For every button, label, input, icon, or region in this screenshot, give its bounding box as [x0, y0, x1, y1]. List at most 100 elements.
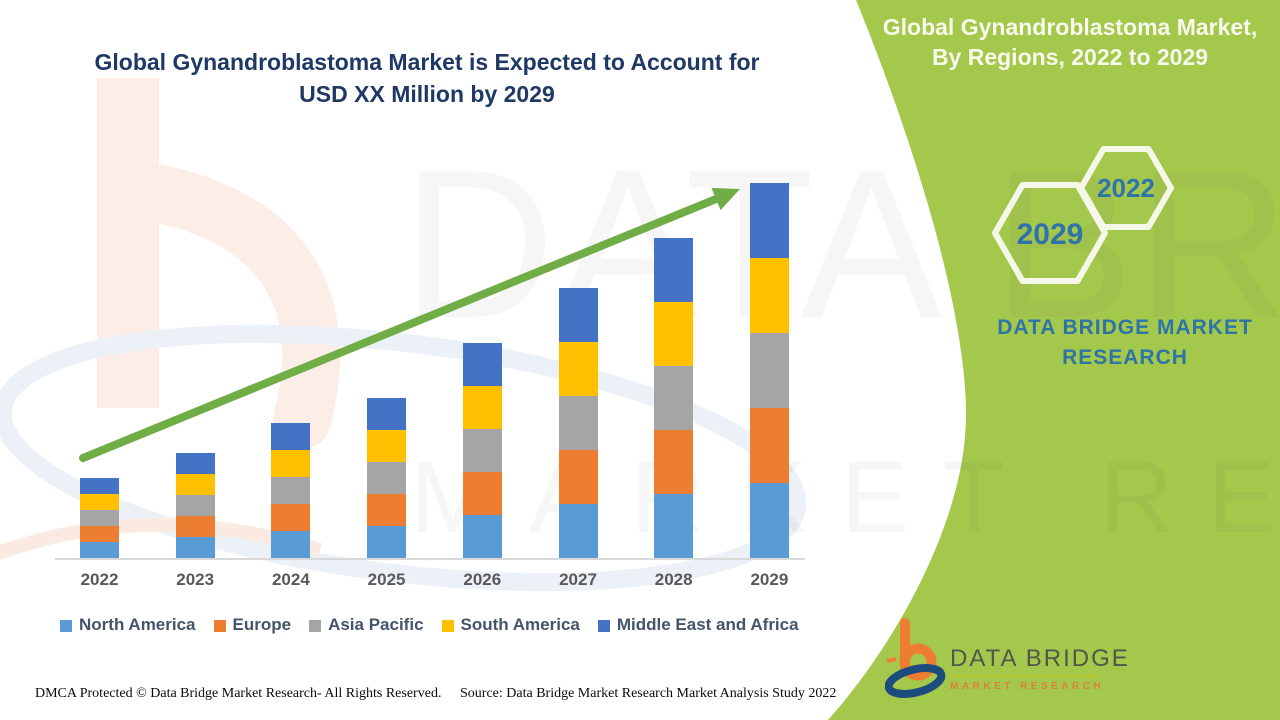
legend-swatch: [309, 619, 322, 632]
bar-segment: [558, 396, 598, 450]
chart-title-line2: USD XX Million by 2029: [299, 81, 555, 107]
data-bridge-logo-text: DATA BRIDGE MARKET RESEARCH: [950, 645, 1130, 692]
hexagon-label-2022: 2022: [1097, 173, 1155, 203]
bar-segment: [654, 430, 694, 494]
bar-segment: [558, 342, 598, 396]
bar-segment: [271, 504, 311, 531]
side-panel-title-line1: Global Gynandroblastoma Market,: [882, 14, 1258, 40]
bar-stack-2023: [175, 453, 215, 558]
bar-segment: [175, 474, 215, 495]
bar-segment: [175, 495, 215, 516]
legend: North America Europe Asia Pacific South Ame…: [60, 615, 799, 635]
side-panel-title-line2: By Regions, 2022 to 2029: [931, 44, 1209, 70]
logo-b-bowl: [899, 643, 937, 681]
data-bridge-logo-icon: [885, 618, 946, 698]
legend-swatch: [597, 619, 610, 632]
plot-area: [55, 148, 810, 560]
x-axis-label: 2025: [367, 570, 406, 589]
side-panel-title: Global Gynandroblastoma Market, By Regio…: [868, 12, 1272, 72]
bar-segment: [367, 462, 407, 494]
bar-segment: [271, 531, 311, 558]
bar-segment: [175, 516, 215, 537]
legend-label: Middle East and Africa: [616, 615, 799, 634]
legend-item: South America: [441, 615, 580, 635]
footer-dmca-text: DMCA Protected © Data Bridge Market Rese…: [35, 686, 442, 701]
legend-item: Middle East and Africa: [597, 615, 799, 635]
bar-segment: [80, 510, 119, 526]
legend-swatch: [60, 619, 72, 632]
hexagon-2029: [992, 182, 1108, 284]
bar-segment: [462, 386, 502, 429]
bar-segment: [654, 366, 694, 430]
bar-segment: [271, 423, 311, 450]
bar-stack-2026: [462, 343, 502, 558]
bar-segment: [175, 453, 215, 474]
brand-heading-line1: DATA BRIDGE MARKET: [997, 316, 1253, 339]
logo-title: DATA BRIDGE: [950, 645, 1130, 672]
chart-title-line1: Global Gynandroblastoma Market is Expect…: [94, 49, 760, 75]
brand-heading-line2: RESEARCH: [1062, 346, 1188, 369]
legend-label: Europe: [232, 615, 292, 634]
bar-stack-2027: [558, 288, 598, 558]
bar-segment: [80, 478, 119, 494]
x-axis-label: 2028: [654, 570, 693, 589]
x-axis-label: 2024: [271, 570, 310, 589]
bar-segment: [80, 494, 119, 510]
bar-segment: [654, 494, 694, 558]
bar-segment: [558, 504, 598, 558]
bar-segment: [749, 408, 789, 483]
chart-title: Global Gynandroblastoma Market is Expect…: [57, 46, 797, 110]
logo-subtitle: MARKET RESEARCH: [950, 681, 1105, 692]
legend-item: Asia Pacific: [309, 615, 424, 635]
bar-stack-2029: [749, 183, 789, 558]
bar-segment: [80, 526, 119, 542]
bar-segment: [462, 343, 502, 386]
bar-segment: [367, 398, 407, 430]
bar-segment: [367, 430, 407, 462]
brand-heading: DATA BRIDGE MARKET RESEARCH: [958, 313, 1280, 373]
x-axis-label: 2029: [750, 570, 789, 589]
bar-segment: [367, 526, 407, 558]
bar-segment: [749, 483, 789, 558]
bar-segment: [749, 183, 789, 258]
legend-item: Europe: [213, 615, 292, 635]
legend-label: South America: [460, 615, 580, 634]
logo-dash: [886, 657, 897, 663]
bar-stack-2028: [654, 238, 694, 558]
bar-stack-2022: [80, 478, 119, 558]
bar-segment: [749, 333, 789, 408]
bar-stack-2025: [367, 398, 407, 558]
bar-segment: [654, 302, 694, 366]
bar-segment: [654, 238, 694, 302]
bar-segment: [462, 429, 502, 472]
x-axis-line: [55, 558, 805, 560]
text-watermark-line2: MARKET RESEARCH: [410, 440, 1280, 554]
legend-item: North America: [60, 615, 196, 635]
bar-segment: [271, 477, 311, 504]
bar-stack-2024: [271, 423, 311, 558]
bar-segment: [462, 515, 502, 558]
logo-swoosh: [885, 664, 946, 698]
x-axis-label: 2022: [80, 570, 119, 589]
legend-label: North America: [79, 615, 196, 634]
legend-label: Asia Pacific: [328, 615, 424, 634]
legend-swatch: [213, 619, 226, 632]
footer-source-text: Source: Data Bridge Market Research Mark…: [460, 686, 837, 701]
x-axis-label: 2023: [176, 570, 215, 589]
bar-segment: [175, 537, 215, 558]
bar-segment: [558, 450, 598, 504]
bar-segment: [80, 542, 119, 558]
x-axis-label: 2027: [559, 570, 597, 589]
hexagon-label-2029: 2029: [1016, 218, 1084, 251]
bar-segment: [367, 494, 407, 526]
x-axis-label: 2026: [463, 570, 502, 589]
x-axis-labels: 2022 2023 2024 2025 2026 2027 2028 2029: [55, 570, 810, 596]
legend-swatch: [441, 619, 454, 632]
logo-underline: [950, 675, 1100, 677]
bar-segment: [462, 472, 502, 515]
bar-segment: [558, 288, 598, 342]
bar-segment: [749, 258, 789, 333]
bar-segment: [271, 450, 311, 477]
